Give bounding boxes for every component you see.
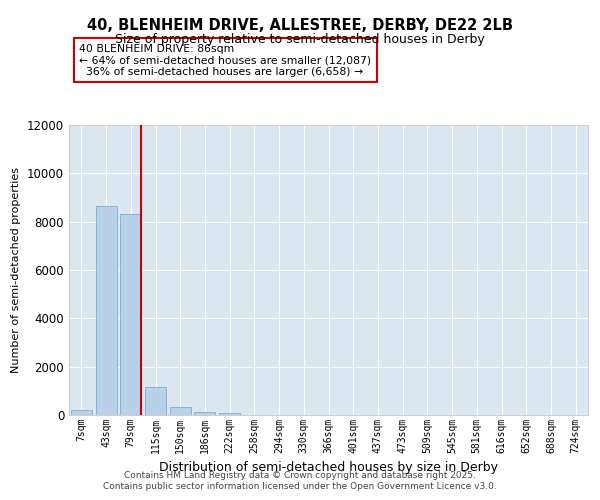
Bar [170, 408, 191, 415]
Text: 40, BLENHEIM DRIVE, ALLESTREE, DERBY, DE22 2LB: 40, BLENHEIM DRIVE, ALLESTREE, DERBY, DE… [87, 18, 513, 32]
Text: 40 BLENHEIM DRIVE: 86sqm
← 64% of semi-detached houses are smaller (12,087)
  36: 40 BLENHEIM DRIVE: 86sqm ← 64% of semi-d… [79, 44, 371, 77]
Bar [145, 387, 166, 415]
Text: Contains HM Land Registry data © Crown copyright and database right 2025.: Contains HM Land Registry data © Crown c… [124, 471, 476, 480]
Bar [219, 413, 240, 415]
Bar [95, 206, 116, 415]
Text: Contains public sector information licensed under the Open Government Licence v3: Contains public sector information licen… [103, 482, 497, 491]
X-axis label: Distribution of semi-detached houses by size in Derby: Distribution of semi-detached houses by … [159, 462, 498, 474]
Bar [71, 410, 92, 415]
Bar [194, 412, 215, 415]
Bar [120, 214, 141, 415]
Y-axis label: Number of semi-detached properties: Number of semi-detached properties [11, 167, 22, 373]
Text: Size of property relative to semi-detached houses in Derby: Size of property relative to semi-detach… [115, 32, 485, 46]
